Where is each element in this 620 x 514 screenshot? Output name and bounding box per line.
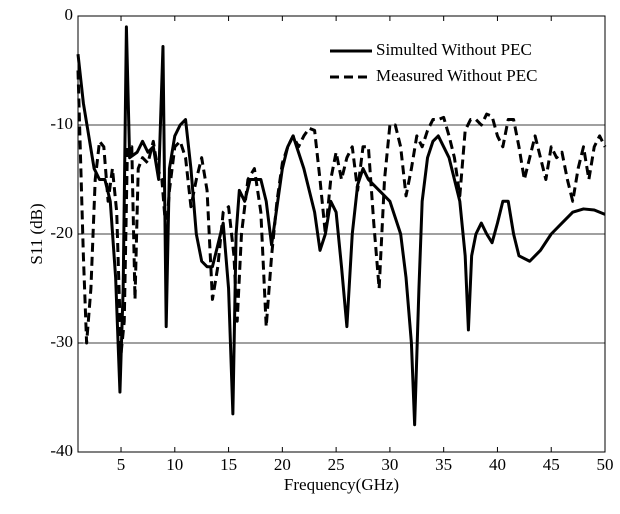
y-tick-label: -30 <box>50 332 73 351</box>
y-tick-label: -10 <box>50 114 73 133</box>
data-line <box>76 25 606 427</box>
x-axis-label: Frequency(GHz) <box>284 475 399 494</box>
y-tick-label: -20 <box>50 223 73 242</box>
axes-frame <box>77 15 606 453</box>
legend-label: Simulted Without PEC <box>376 40 532 59</box>
x-tick-label: 10 <box>166 455 183 474</box>
x-tick-label: 45 <box>543 455 560 474</box>
x-tick-label: 25 <box>328 455 345 474</box>
x-tick-label: 30 <box>381 455 398 474</box>
x-tick-label: 20 <box>274 455 291 474</box>
x-tick-label: 40 <box>489 455 506 474</box>
data-line <box>76 70 607 356</box>
y-axis-label: S11 (dB) <box>27 203 46 264</box>
x-tick-label: 15 <box>220 455 237 474</box>
x-tick-label: 50 <box>597 455 614 474</box>
x-tick-label: 5 <box>117 455 126 474</box>
x-tick-label: 35 <box>435 455 452 474</box>
legend-label: Measured Without PEC <box>376 66 537 85</box>
y-tick-label: 0 <box>65 5 74 24</box>
y-tick-label: -40 <box>50 441 73 460</box>
